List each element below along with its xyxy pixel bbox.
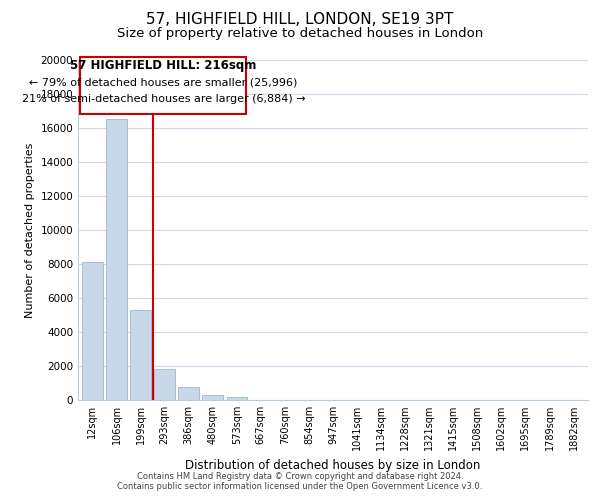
Text: Contains HM Land Registry data © Crown copyright and database right 2024.: Contains HM Land Registry data © Crown c… [137, 472, 463, 481]
Bar [130, 310, 151, 400]
Text: 21% of semi-detached houses are larger (6,884) →: 21% of semi-detached houses are larger (… [22, 94, 305, 104]
Bar [106, 120, 127, 400]
Text: 57 HIGHFIELD HILL: 216sqm: 57 HIGHFIELD HILL: 216sqm [70, 58, 257, 71]
FancyBboxPatch shape [80, 56, 247, 114]
Text: ← 79% of detached houses are smaller (25,996): ← 79% of detached houses are smaller (25… [29, 77, 298, 87]
Bar [82, 262, 103, 400]
Bar [227, 396, 247, 400]
Bar [178, 387, 199, 400]
Y-axis label: Number of detached properties: Number of detached properties [25, 142, 35, 318]
Bar [154, 370, 175, 400]
Text: Size of property relative to detached houses in London: Size of property relative to detached ho… [117, 28, 483, 40]
Text: Contains public sector information licensed under the Open Government Licence v3: Contains public sector information licen… [118, 482, 482, 491]
Bar [202, 395, 223, 400]
X-axis label: Distribution of detached houses by size in London: Distribution of detached houses by size … [185, 458, 481, 471]
Text: 57, HIGHFIELD HILL, LONDON, SE19 3PT: 57, HIGHFIELD HILL, LONDON, SE19 3PT [146, 12, 454, 28]
